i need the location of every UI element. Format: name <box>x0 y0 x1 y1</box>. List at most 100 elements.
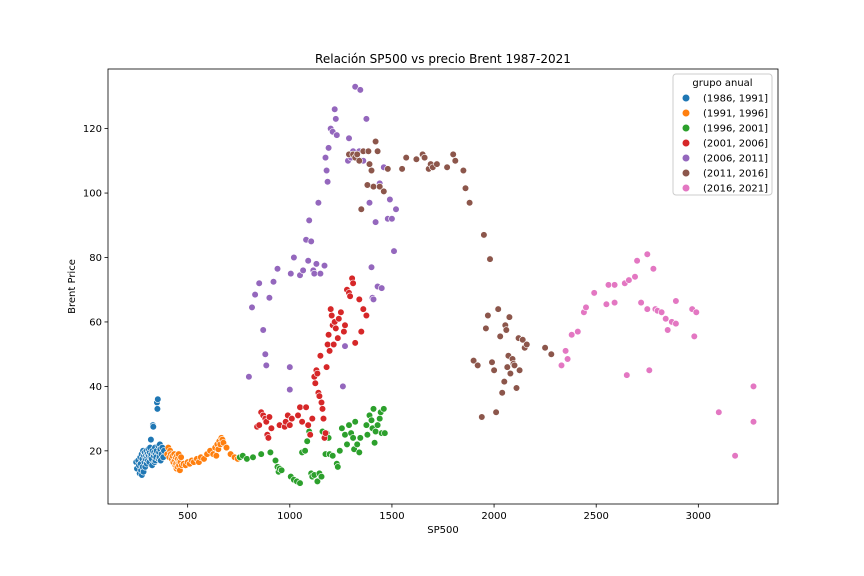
data-point <box>506 369 515 378</box>
data-point <box>582 303 590 312</box>
data-point <box>286 363 294 371</box>
data-point <box>731 452 739 460</box>
data-point <box>484 311 492 320</box>
data-point <box>390 247 398 255</box>
legend-label: (1986, 1991] <box>703 94 768 105</box>
data-point <box>353 150 361 158</box>
data-point <box>340 328 348 336</box>
data-point <box>299 266 307 275</box>
data-point <box>306 431 314 439</box>
data-point <box>384 165 392 173</box>
data-point <box>561 347 570 355</box>
data-point <box>367 166 376 175</box>
data-point <box>294 411 302 420</box>
data-point <box>461 184 470 192</box>
data-point <box>374 421 382 429</box>
data-point <box>328 311 336 320</box>
data-point <box>308 415 316 423</box>
legend-marker <box>681 168 691 178</box>
data-point <box>324 340 332 349</box>
data-point <box>662 315 670 323</box>
data-point <box>261 350 269 358</box>
data-point <box>305 216 313 224</box>
data-point <box>334 334 342 342</box>
data-point <box>317 473 326 481</box>
data-point <box>222 444 231 452</box>
data-point <box>316 270 325 278</box>
data-point <box>367 416 376 424</box>
data-point <box>303 437 311 445</box>
y-tick-label: 100 <box>83 189 102 200</box>
data-point <box>488 358 496 366</box>
data-point <box>372 218 380 226</box>
data-point <box>338 424 346 432</box>
legend-marker <box>681 183 691 193</box>
data-point <box>341 321 349 329</box>
data-point <box>490 366 498 374</box>
data-point <box>590 289 598 297</box>
data-point <box>749 382 758 391</box>
data-point <box>398 165 406 173</box>
data-point <box>480 231 488 239</box>
data-point <box>249 453 257 461</box>
data-point <box>315 392 324 400</box>
data-point <box>470 357 478 365</box>
x-tick-label: 2000 <box>481 511 506 522</box>
legend-marker <box>681 138 691 148</box>
data-point <box>331 105 339 113</box>
data-point <box>355 295 363 304</box>
data-point <box>325 144 333 152</box>
data-point <box>502 326 510 334</box>
data-point <box>637 299 645 307</box>
data-point <box>341 342 349 350</box>
data-point <box>302 403 310 411</box>
data-point <box>376 183 384 191</box>
y-axis: 20 40 60 80 100 120 <box>83 124 108 457</box>
data-point <box>355 448 363 457</box>
data-point <box>478 413 486 421</box>
data-point <box>649 265 658 273</box>
data-point <box>255 279 263 287</box>
data-point <box>505 313 514 321</box>
data-point <box>574 328 582 336</box>
data-point <box>657 308 666 316</box>
data-point <box>320 262 329 270</box>
legend: grupo anual (1986, 1991] (1991, 1996] (199… <box>672 73 773 196</box>
data-point <box>378 284 386 292</box>
data-point <box>715 408 723 416</box>
data-point <box>381 429 389 437</box>
data-point <box>494 305 502 313</box>
data-point <box>633 257 641 265</box>
data-point <box>355 157 363 165</box>
data-point <box>259 326 267 334</box>
data-point <box>317 398 326 407</box>
data-point <box>367 263 376 271</box>
x-tick-label: 500 <box>178 511 197 522</box>
data-point <box>515 366 524 374</box>
data-point <box>451 157 459 165</box>
data-point <box>329 452 337 460</box>
data-point <box>154 395 162 403</box>
legend-label: (2006, 2011] <box>703 154 768 165</box>
data-point <box>296 403 304 411</box>
data-point <box>433 160 441 168</box>
data-point <box>369 295 378 304</box>
data-point <box>273 265 282 273</box>
data-point <box>290 253 298 262</box>
data-point <box>339 382 347 391</box>
data-point <box>466 199 474 207</box>
data-point <box>243 455 251 463</box>
data-point <box>492 408 500 416</box>
y-tick-label: 20 <box>89 446 102 457</box>
data-point <box>318 405 327 413</box>
data-point <box>304 421 312 429</box>
points-layer <box>132 83 758 487</box>
legend-label: (1991, 1996] <box>703 109 768 120</box>
data-point <box>255 421 263 429</box>
data-point <box>286 421 294 429</box>
data-point <box>353 440 361 449</box>
data-point <box>267 424 276 432</box>
data-point <box>326 347 334 355</box>
data-point <box>563 355 572 363</box>
